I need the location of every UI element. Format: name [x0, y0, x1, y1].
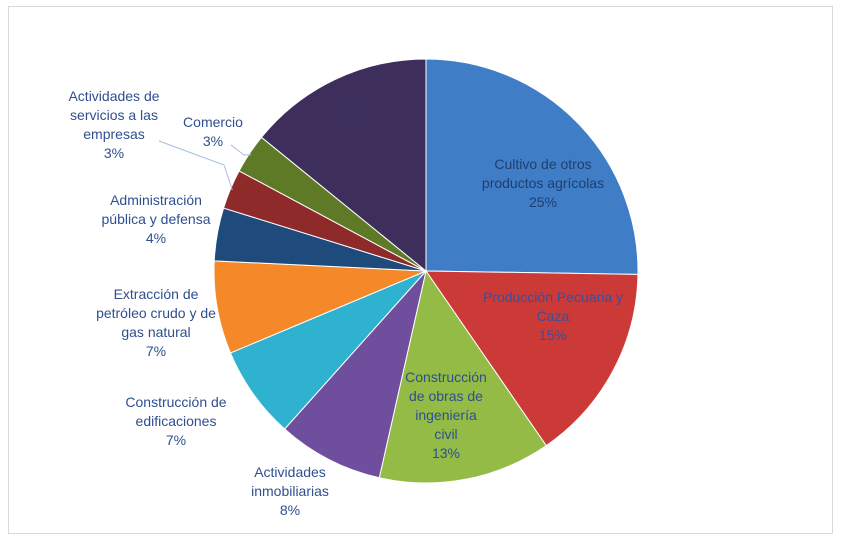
slice-label-line: Actividades — [254, 464, 326, 480]
slice-label-otros: Otros 14% — [333, 94, 367, 129]
slice-label-line: productos agrícolas — [482, 175, 604, 191]
slice-label-line: Actividades de — [68, 88, 159, 104]
slice-label-construccion-de-edificaciones: Construcción de edificaciones 7% — [125, 394, 226, 448]
slice-labels: Cultivo de otros productos agrícolas 25% Pr… — [68, 88, 623, 518]
slice-label-construccion-de-obras-de-ingenieria-civil: Construcción de obras de ingeniería civil 13… — [405, 369, 487, 461]
slice-label-line: Otros — [333, 94, 367, 110]
slice-label-line: pública y defensa — [102, 211, 211, 227]
pie-slice-construccion-de-obras-de-ingenieria-civil — [378, 269, 547, 484]
chart-frame: Cultivo de otros productos agrícolas 25% Pr… — [8, 6, 833, 534]
slice-label-extraccion-de-petroleo-crudo-y-de-gas-natural: Extracción de petróleo crudo y de gas natu… — [96, 286, 216, 359]
leader-line-comercio — [230, 144, 252, 156]
slice-label-line: petróleo crudo y de — [96, 305, 216, 321]
slice-label-line: Producción Pecuaria y — [483, 289, 623, 305]
slice-label-produccion-pecuaria-y-caza: Producción Pecuaria y Caza 15% — [483, 289, 623, 343]
slice-label-line: Construcción — [405, 369, 487, 385]
slice-label-line: empresas — [83, 126, 144, 142]
slice-label-actividades-de-servicios-a-las-empresas: Actividades de servicios a las empresas 3% — [68, 88, 159, 161]
slice-percent: 4% — [146, 230, 166, 246]
pie-slice-cultivo-de-otros-productos-agricolas — [425, 58, 639, 275]
slice-label-line: Cultivo de otros — [494, 156, 591, 172]
slice-label-line: servicios a las — [70, 107, 158, 123]
slice-percent: 3% — [203, 133, 223, 149]
slice-label-line: Caza — [537, 308, 570, 324]
slice-label-line: Comercio — [183, 114, 243, 130]
slice-label-line: Construcción de — [125, 394, 226, 410]
pie-slice-otros — [260, 58, 427, 273]
pie-slice-actividades-inmobiliarias — [283, 269, 427, 479]
slice-label-line: civil — [434, 426, 457, 442]
slice-label-comercio: Comercio 3% — [183, 114, 243, 149]
slice-label-line: inmobiliarias — [251, 483, 329, 499]
leader-line-actividades-de-servicios-a-las-empresas — [158, 140, 233, 191]
slice-percent: 15% — [539, 327, 567, 343]
slice-label-cultivo-de-otros-productos-agricolas: Cultivo de otros productos agrícolas 25% — [482, 156, 604, 210]
slice-label-actividades-inmobiliarias: Actividades inmobiliarias 8% — [251, 464, 329, 518]
slice-percent: 13% — [432, 445, 460, 461]
slice-percent: 14% — [336, 113, 364, 129]
pie-slices — [213, 58, 639, 484]
slice-label-line: ingeniería — [415, 407, 477, 423]
slice-label-line: Administración — [110, 192, 202, 208]
slice-percent: 7% — [166, 432, 186, 448]
slice-label-administracion-publica-y-defensa: Administración pública y defensa 4% — [102, 192, 211, 246]
slice-percent: 3% — [104, 145, 124, 161]
slice-label-line: Extracción de — [114, 286, 199, 302]
leader-lines — [158, 140, 252, 191]
slice-percent: 7% — [146, 343, 166, 359]
pie-chart: Cultivo de otros productos agrícolas 25% Pr… — [68, 58, 639, 518]
slice-percent: 8% — [280, 502, 300, 518]
slice-percent: 25% — [529, 194, 557, 210]
slice-label-line: de obras de — [409, 388, 483, 404]
slice-label-line: gas natural — [121, 324, 190, 340]
pie-slice-produccion-pecuaria-y-caza — [425, 270, 639, 447]
slice-label-line: edificaciones — [136, 413, 217, 429]
